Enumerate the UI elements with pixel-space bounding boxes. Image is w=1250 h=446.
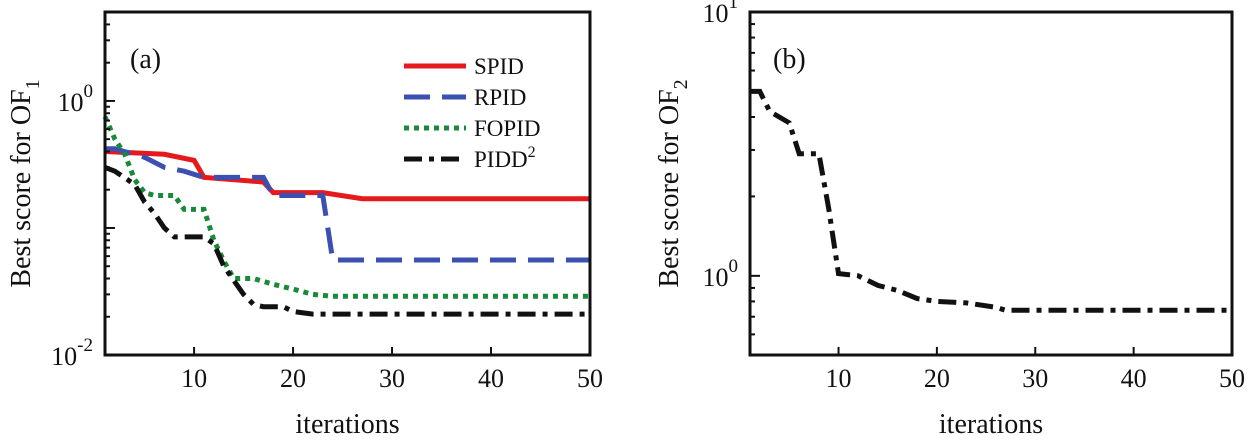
legend: SPID RPID FOPID PIDD2: [404, 54, 540, 172]
chart-panel-a: 10 20 30 40 50 10-2 100 iterations Best score fo…: [6, 10, 603, 440]
x-tick-label: 10: [826, 364, 852, 393]
x-tick-label: 20: [280, 364, 306, 393]
series-line-pidd2: [750, 88, 1232, 313]
axes-box: [103, 10, 592, 357]
series-line-fopid: [102, 115, 590, 299]
x-tick-label: 10: [181, 364, 207, 393]
series-line-pidd: [104, 165, 590, 317]
legend-label-pidd: PIDD2: [474, 144, 536, 172]
legend-label-spid: SPID: [474, 54, 524, 79]
x-tick-label: 50: [1219, 364, 1245, 393]
x-tick-label: 30: [1022, 364, 1048, 393]
x-tick-label: 50: [577, 364, 603, 393]
legend-label-rpid: RPID: [474, 85, 526, 110]
legend-label-fopid: FOPID: [474, 116, 540, 141]
y-axis-label: Best score for OF1: [6, 79, 44, 287]
chart-panel-b: 10 20 30 40 50 100 101 iterations Best score for…: [654, 0, 1245, 440]
y-tick-label: 101: [703, 0, 739, 28]
axes-box: [748, 10, 1234, 357]
y-axis-label: Best score for OF2: [654, 79, 692, 287]
x-tick-label: 40: [1121, 364, 1147, 393]
x-axis-label: iterations: [295, 409, 399, 440]
x-axis-label: iterations: [939, 409, 1043, 440]
y-tick-label: 10-2: [51, 335, 93, 371]
panel-label: (a): [130, 44, 161, 75]
panel-label: (b): [773, 44, 806, 75]
x-tick-label: 30: [379, 364, 405, 393]
y-tick-label: 100: [703, 256, 739, 292]
x-tick-label: 40: [478, 364, 504, 393]
x-tick-label: 20: [924, 364, 950, 393]
y-tick-label: 100: [58, 81, 94, 117]
